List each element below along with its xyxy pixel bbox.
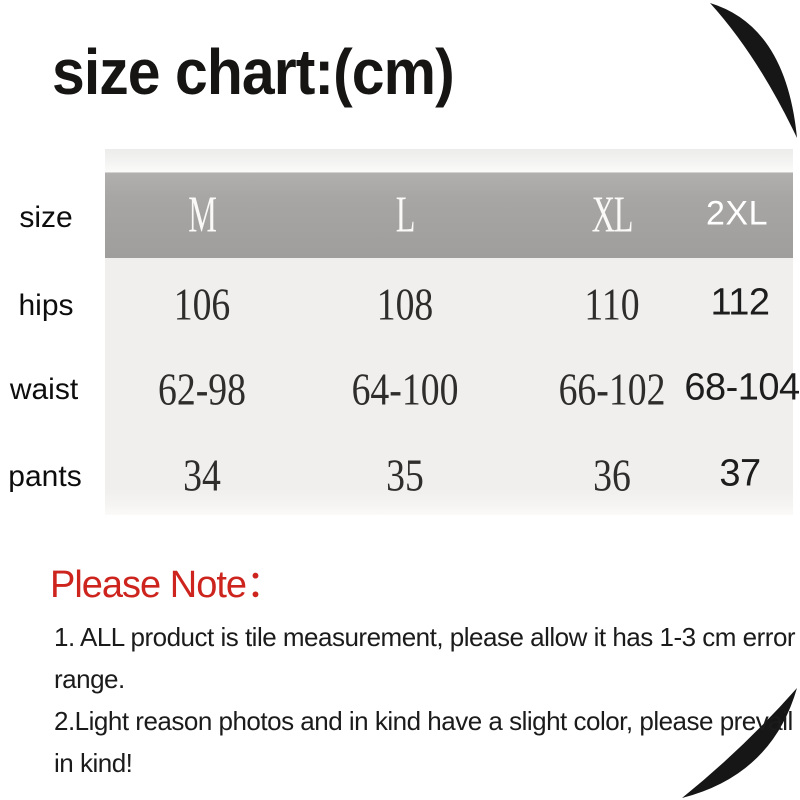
cell-pants-xl: 36 bbox=[593, 449, 631, 501]
cell-pants-2xl: 37 bbox=[719, 452, 761, 495]
table-header-band: M L XL 2XL bbox=[105, 172, 793, 258]
note-line: in kind! bbox=[54, 748, 133, 778]
note-line: 1. ALL product is tile measurement, plea… bbox=[54, 622, 796, 652]
note-line: range. bbox=[54, 664, 125, 694]
table-header-m: M bbox=[188, 186, 217, 244]
table-row-label-waist: waist bbox=[9, 373, 79, 406]
cell-hips-xl: 110 bbox=[584, 278, 640, 330]
cell-hips-l: 108 bbox=[376, 278, 434, 330]
cell-waist-xl: 66-102 bbox=[558, 363, 666, 415]
cell-pants-l: 35 bbox=[386, 449, 424, 501]
table-row-label-size: size bbox=[19, 201, 73, 234]
page-title: size chart:(cm) bbox=[52, 36, 455, 108]
cell-waist-l: 64-100 bbox=[351, 363, 459, 415]
table-header-l: L bbox=[395, 186, 416, 244]
cell-waist-m: 62-98 bbox=[157, 363, 247, 415]
cell-waist-2xl: 68-104 bbox=[684, 366, 800, 409]
notes-block: 1. ALL product is tile measurement, plea… bbox=[54, 616, 799, 784]
note-item-2: 2.Light reason photos and in kind have a… bbox=[54, 700, 799, 784]
table-body: 106 108 110 112 62-98 64-100 66-102 68-1… bbox=[105, 258, 800, 515]
corner-swoosh-top-right-icon bbox=[710, 3, 797, 138]
table-top-strip bbox=[105, 149, 793, 172]
cell-hips-m: 106 bbox=[173, 278, 231, 330]
please-note-heading: Please Note： bbox=[50, 564, 284, 606]
size-table: M L XL 2XL 106 108 110 112 62-98 64-100 … bbox=[105, 149, 800, 515]
table-header-xl: XL bbox=[591, 186, 634, 244]
note-item-1: 1. ALL product is tile measurement, plea… bbox=[54, 616, 799, 700]
cell-hips-2xl: 112 bbox=[710, 281, 770, 324]
note-line: 2.Light reason photos and in kind have a… bbox=[54, 706, 793, 736]
table-row-label-pants: pants bbox=[8, 460, 82, 493]
table-row-label-hips: hips bbox=[18, 289, 74, 322]
cell-pants-m: 34 bbox=[183, 449, 221, 501]
table-header-2xl: 2XL bbox=[706, 194, 768, 233]
